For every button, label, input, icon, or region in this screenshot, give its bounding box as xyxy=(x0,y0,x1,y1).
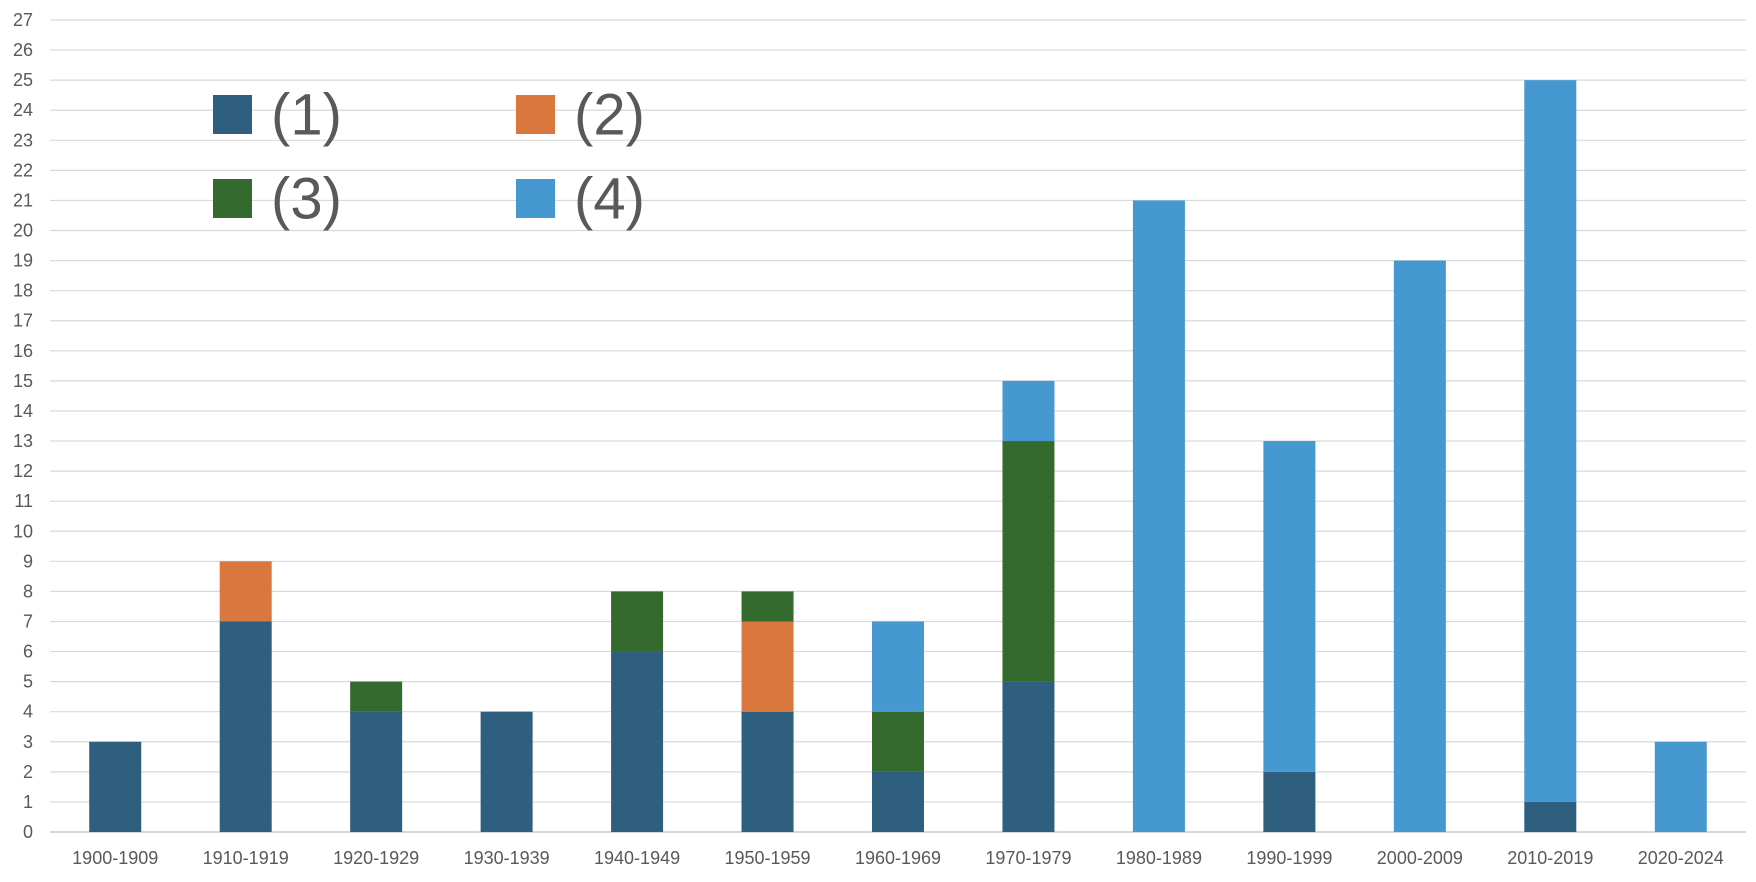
x-tick-label: 1970-1979 xyxy=(985,848,1071,868)
bar-segment-series-1 xyxy=(1524,801,1577,832)
y-tick-label: 17 xyxy=(13,311,33,331)
y-tick-label: 25 xyxy=(13,70,33,90)
y-tick-label: 19 xyxy=(13,251,33,271)
legend-label: (3) xyxy=(271,167,342,232)
y-tick-label: 8 xyxy=(23,581,33,601)
bar-segment-series-3 xyxy=(741,591,794,622)
bar-segment-series-1 xyxy=(611,651,664,832)
legend-label: (1) xyxy=(271,83,342,148)
x-tick-label: 1950-1959 xyxy=(724,848,810,868)
bar-segment-series-4 xyxy=(1002,380,1055,442)
y-tick-label: 21 xyxy=(13,190,33,210)
legend-swatch xyxy=(213,95,252,134)
y-tick-label: 15 xyxy=(13,371,33,391)
y-tick-label: 0 xyxy=(23,822,33,842)
y-tick-label: 11 xyxy=(14,491,33,511)
bar-segment-series-3 xyxy=(350,681,403,712)
y-tick-label: 27 xyxy=(13,10,33,30)
bar-segment-series-1 xyxy=(350,711,403,832)
bar-segment-series-1 xyxy=(872,771,924,832)
bar-segment-series-1 xyxy=(480,711,533,832)
y-tick-label: 2 xyxy=(23,762,33,782)
y-tick-label: 26 xyxy=(13,40,33,60)
y-tick-label: 10 xyxy=(13,521,33,541)
bar-segment-series-4 xyxy=(1263,441,1316,772)
bar-segment-series-4 xyxy=(1654,741,1707,832)
bar-segment-series-1 xyxy=(741,711,794,832)
y-axis: 0123456789101112131415161718192021222324… xyxy=(13,10,33,842)
x-tick-label: 2010-2019 xyxy=(1507,848,1593,868)
bar-segment-series-3 xyxy=(1002,441,1055,682)
y-tick-label: 9 xyxy=(23,551,33,571)
x-tick-label: 1920-1929 xyxy=(333,848,419,868)
bar-segment-series-3 xyxy=(872,711,924,772)
x-tick-label: 1990-1999 xyxy=(1246,848,1332,868)
bar-segment-series-1 xyxy=(1002,681,1055,832)
legend-label: (4) xyxy=(574,167,645,232)
y-tick-label: 20 xyxy=(13,221,33,241)
x-tick-label: 2020-2024 xyxy=(1638,848,1724,868)
x-tick-label: 1940-1949 xyxy=(594,848,680,868)
legend: (1) (2) (3) (4) xyxy=(213,83,645,232)
gridlines xyxy=(50,19,1746,833)
y-tick-label: 18 xyxy=(13,281,33,301)
y-tick-label: 13 xyxy=(13,431,33,451)
bar-segment-series-4 xyxy=(1524,80,1577,802)
y-tick-label: 3 xyxy=(23,732,33,752)
legend-swatch xyxy=(516,95,555,134)
x-tick-label: 1910-1919 xyxy=(203,848,289,868)
y-tick-label: 1 xyxy=(23,792,33,812)
legend-label: (2) xyxy=(574,83,645,148)
y-tick-label: 4 xyxy=(23,702,33,722)
y-tick-label: 7 xyxy=(23,611,33,631)
bar-segment-series-2 xyxy=(741,621,794,712)
x-tick-label: 1980-1989 xyxy=(1116,848,1202,868)
y-tick-label: 16 xyxy=(13,341,33,361)
bar-segment-series-1 xyxy=(219,621,272,832)
x-tick-label: 2000-2009 xyxy=(1377,848,1463,868)
bar-segment-series-2 xyxy=(219,561,272,622)
legend-swatch xyxy=(516,179,555,218)
y-tick-label: 6 xyxy=(23,642,33,662)
y-tick-label: 24 xyxy=(13,100,33,120)
bar-segment-series-1 xyxy=(1263,771,1316,832)
bar-segment-series-1 xyxy=(89,741,142,832)
bar-segment-series-4 xyxy=(872,621,924,712)
x-tick-label: 1930-1939 xyxy=(464,848,550,868)
x-tick-label: 1900-1909 xyxy=(72,848,158,868)
bars xyxy=(89,80,1707,832)
y-tick-label: 5 xyxy=(23,672,33,692)
bar-segment-series-3 xyxy=(611,591,664,652)
bar-segment-series-4 xyxy=(1393,260,1446,832)
x-tick-label: 1960-1969 xyxy=(855,848,941,868)
y-tick-label: 12 xyxy=(13,461,33,481)
y-tick-label: 23 xyxy=(13,130,33,150)
y-tick-label: 14 xyxy=(13,401,33,421)
bar-segment-series-4 xyxy=(1132,200,1185,832)
x-axis: 1900-1909 1910-1919 1920-1929 1930-1939 1940… xyxy=(72,848,1724,868)
legend-swatch xyxy=(213,179,252,218)
y-tick-label: 22 xyxy=(13,160,33,180)
